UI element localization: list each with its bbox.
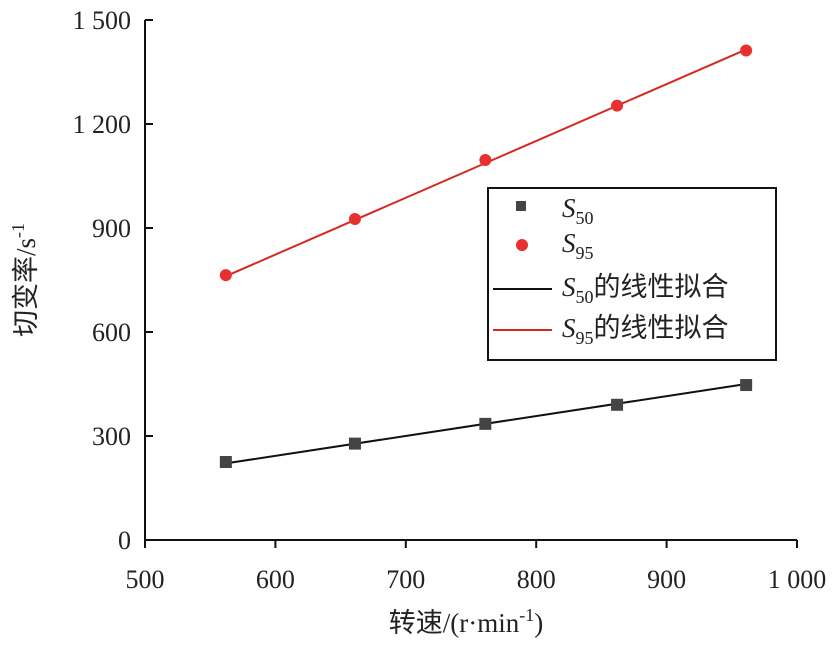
legend-marker-circle (516, 239, 528, 251)
x-tick-label: 800 (517, 565, 556, 594)
legend-label-s95-fit: S95的线性拟合 (562, 313, 729, 348)
x-tick-label: 1 000 (768, 565, 827, 594)
legend-item-s50: S50 (516, 193, 594, 228)
data-point-s50 (740, 379, 753, 392)
legend-label-s50-fit: S50的线性拟合 (562, 272, 729, 307)
data-point-s50 (479, 417, 492, 430)
data-point-s95 (219, 269, 232, 282)
y-tick-label: 1 200 (73, 110, 132, 139)
data-point-s95 (740, 44, 753, 57)
x-tick-label: 500 (126, 565, 165, 594)
y-axis-title: 切变率/s-1 (8, 223, 41, 337)
data-point-s95 (348, 212, 361, 225)
data-point-s50 (611, 398, 624, 411)
x-axis: 500 600 700 800 900 1 000 (126, 539, 827, 594)
data-point-s95 (479, 154, 492, 167)
x-tick-label: 900 (647, 565, 686, 594)
legend-label-s95: S95 (562, 228, 594, 263)
legend-label-s50: S50 (562, 193, 594, 228)
legend: S50 S95 S50的线性拟合 S95的线性拟合 (487, 187, 777, 361)
y-tick-label: 900 (92, 214, 131, 243)
x-tick-label: 700 (386, 565, 425, 594)
data-point-s50 (219, 456, 232, 468)
x-axis-title: 转速/(r·min-1) (389, 605, 543, 638)
legend-item-s95: S95 (516, 228, 594, 263)
legend-marker-square (516, 201, 526, 211)
y-axis: 0 300 600 900 1 200 1 500 (73, 6, 153, 555)
x-tick-label: 600 (256, 565, 295, 594)
y-tick-label: 0 (118, 526, 131, 555)
legend-item-s50-fit: S50的线性拟合 (493, 272, 729, 307)
y-tick-label: 600 (92, 318, 131, 347)
y-tick-label: 300 (92, 422, 131, 451)
data-point-s50 (348, 437, 361, 450)
legend-item-s95-fit: S95的线性拟合 (493, 313, 729, 348)
plot-area (219, 44, 753, 468)
data-point-s95 (611, 99, 624, 112)
legend-box (487, 187, 777, 361)
y-tick-label: 1 500 (73, 6, 132, 35)
